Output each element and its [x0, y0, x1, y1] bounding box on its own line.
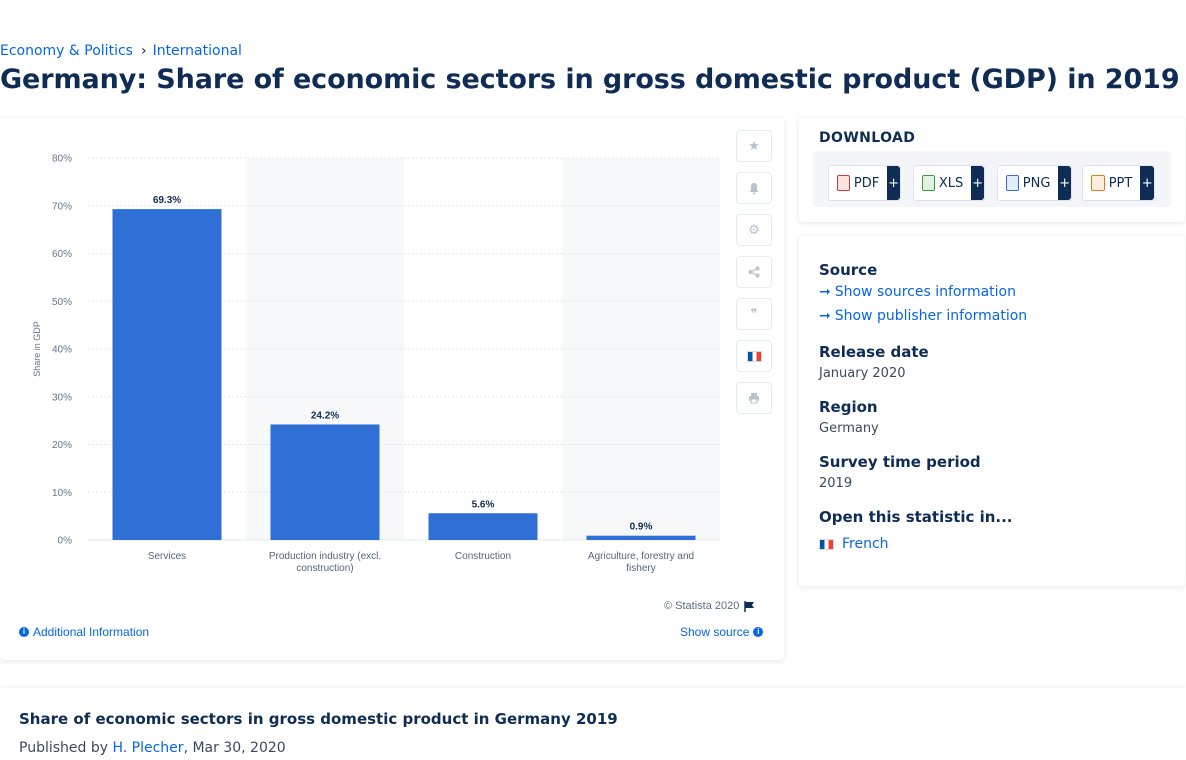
breadcrumb-international[interactable]: International	[152, 43, 242, 59]
plus-icon: +	[971, 166, 984, 200]
share-icon[interactable]	[736, 256, 772, 288]
xls-file-icon	[922, 175, 935, 191]
download-png-button[interactable]: PNG +	[997, 165, 1072, 201]
french-flag-icon[interactable]	[736, 340, 772, 372]
statistic-details-card: Source ➞ Show sources information ➞ Show…	[799, 236, 1185, 586]
data-label: 24.2%	[311, 410, 339, 421]
x-tick-label: fishery	[626, 563, 655, 574]
source-heading: Source	[819, 261, 878, 279]
download-buttons: PDF + XLS + PNG + PPT +	[813, 151, 1171, 207]
author-link[interactable]: H. Plecher	[112, 740, 184, 756]
show-publisher-label: Show publisher information	[834, 308, 1028, 324]
y-tick-label: 0%	[58, 536, 73, 547]
bar	[428, 513, 538, 540]
bar	[112, 209, 222, 540]
chart-card: 0% 10% 20% 30% 40% 50% 60% 70% 80% Share in GDP 69…	[0, 118, 784, 660]
printer-icon[interactable]	[736, 382, 772, 414]
ppt-file-icon	[1091, 175, 1105, 191]
statistic-description-card: Share of economic sectors in gross domes…	[0, 688, 1186, 760]
bar	[586, 535, 696, 540]
credit-text: © Statista 2020	[664, 600, 740, 612]
open-in-french-label: French	[842, 536, 889, 552]
data-label: 5.6%	[472, 499, 495, 510]
french-flag-icon	[819, 538, 834, 550]
chart-toolbar: ★ ⚙ ❞	[736, 130, 772, 424]
bell-icon[interactable]	[736, 172, 772, 204]
y-tick-label: 30%	[52, 392, 72, 403]
quote-icon[interactable]: ❞	[736, 298, 772, 330]
show-publisher-link[interactable]: ➞ Show publisher information	[819, 308, 1027, 324]
pdf-file-icon	[837, 175, 850, 191]
survey-period-value: 2019	[819, 476, 853, 491]
download-pdf-button[interactable]: PDF +	[828, 165, 901, 201]
download-ppt-label: PPT	[1108, 175, 1133, 191]
y-tick-label: 40%	[52, 345, 72, 356]
y-tick-label: 60%	[52, 249, 72, 260]
flag-report-icon[interactable]	[744, 600, 755, 612]
download-card: DOWNLOAD PDF + XLS + PNG + PPT +	[799, 118, 1185, 222]
statista-credit: © Statista 2020	[664, 600, 755, 612]
png-file-icon	[1006, 175, 1019, 191]
x-tick-label: Services	[148, 551, 186, 562]
y-axis-label: Share in GDP	[32, 321, 42, 377]
show-source-label: Show source	[680, 625, 750, 639]
star-icon[interactable]: ★	[736, 130, 772, 162]
page-title: Germany: Share of economic sectors in gr…	[0, 64, 1180, 95]
additional-information-link[interactable]: i Additional Information	[19, 625, 149, 639]
open-statistic-heading: Open this statistic in...	[819, 508, 1013, 526]
x-tick-label: Agriculture, forestry and	[588, 551, 694, 562]
plus-icon: +	[887, 166, 900, 200]
y-tick-label: 80%	[52, 154, 72, 165]
x-tick-label: Production industry (excl.	[269, 551, 381, 562]
breadcrumb-separator: ›	[140, 43, 147, 59]
show-sources-label: Show sources information	[834, 284, 1016, 300]
info-icon: i	[753, 627, 764, 637]
bar-chart: 0% 10% 20% 30% 40% 50% 60% 70% 80% Share in GDP 69…	[32, 154, 720, 574]
statistic-title: Share of economic sectors in gross domes…	[19, 710, 618, 728]
show-source-link[interactable]: Show source i	[680, 625, 764, 639]
open-in-french-link[interactable]: French	[819, 536, 889, 552]
y-tick-label: 70%	[52, 201, 72, 212]
download-xls-button[interactable]: XLS +	[913, 165, 985, 201]
region-value: Germany	[819, 421, 879, 436]
arrow-right-icon: ➞	[819, 308, 831, 324]
data-label: 69.3%	[153, 195, 181, 206]
y-tick-label: 20%	[52, 440, 72, 451]
published-prefix: Published by	[19, 740, 109, 756]
gear-icon[interactable]: ⚙	[736, 214, 772, 246]
plus-icon: +	[1058, 166, 1071, 200]
info-icon: i	[19, 627, 29, 637]
download-xls-label: XLS	[938, 175, 964, 191]
data-label: 0.9%	[630, 522, 653, 533]
breadcrumb-economy-politics[interactable]: Economy & Politics	[0, 43, 133, 59]
published-date: , Mar 30, 2020	[183, 740, 286, 756]
x-tick-label: construction)	[296, 563, 353, 574]
breadcrumb: Economy & Politics › International	[0, 43, 242, 59]
y-tick-label: 10%	[52, 488, 72, 499]
download-png-label: PNG	[1022, 175, 1051, 191]
release-date-value: January 2020	[819, 366, 906, 381]
download-title: DOWNLOAD	[819, 130, 916, 146]
region-heading: Region	[819, 398, 878, 416]
published-by: Published by H. Plecher, Mar 30, 2020	[19, 740, 286, 756]
arrow-right-icon: ➞	[819, 284, 831, 300]
show-sources-link[interactable]: ➞ Show sources information	[819, 284, 1016, 300]
bar	[270, 424, 380, 540]
release-date-heading: Release date	[819, 343, 929, 361]
y-tick-label: 50%	[52, 297, 72, 308]
plus-icon: +	[1140, 166, 1154, 200]
download-pdf-label: PDF	[853, 175, 880, 191]
download-ppt-button[interactable]: PPT +	[1082, 165, 1155, 201]
additional-information-label: Additional Information	[33, 625, 150, 639]
x-tick-label: Construction	[455, 551, 511, 562]
survey-period-heading: Survey time period	[819, 453, 981, 471]
